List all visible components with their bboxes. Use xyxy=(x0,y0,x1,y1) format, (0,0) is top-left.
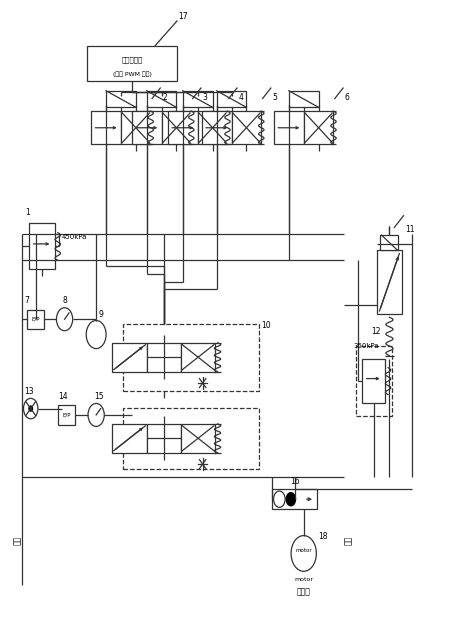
Text: 4: 4 xyxy=(239,94,244,103)
Text: 6: 6 xyxy=(345,94,350,103)
Bar xyxy=(113,343,147,372)
Bar xyxy=(91,111,121,144)
Bar xyxy=(232,111,262,144)
Text: E/P: E/P xyxy=(63,412,71,417)
Text: 制动控制器: 制动控制器 xyxy=(122,56,143,63)
Bar xyxy=(123,324,259,391)
Text: 气源: 气源 xyxy=(13,536,22,545)
Text: 11: 11 xyxy=(405,226,415,235)
Circle shape xyxy=(291,536,316,571)
Text: 8: 8 xyxy=(62,296,67,305)
Text: (接受 PWM 信号): (接受 PWM 信号) xyxy=(113,71,152,77)
Bar xyxy=(123,408,259,469)
Text: 18: 18 xyxy=(318,531,328,541)
Bar xyxy=(217,91,247,107)
Bar xyxy=(147,91,177,107)
Bar xyxy=(87,46,178,81)
Circle shape xyxy=(86,320,106,349)
Bar xyxy=(147,424,181,453)
Circle shape xyxy=(286,492,296,506)
Text: 7: 7 xyxy=(25,296,29,305)
Text: 9: 9 xyxy=(99,310,103,319)
Bar xyxy=(272,489,317,510)
Bar xyxy=(30,224,54,269)
Bar xyxy=(380,235,399,250)
Bar xyxy=(147,343,181,372)
Text: 16: 16 xyxy=(290,477,300,486)
Bar xyxy=(274,111,304,144)
Bar xyxy=(197,111,227,144)
Bar xyxy=(377,250,402,314)
Bar xyxy=(162,111,191,144)
Circle shape xyxy=(274,491,285,508)
Text: motor: motor xyxy=(296,548,312,553)
Text: 3: 3 xyxy=(202,94,207,103)
Text: 350kPa: 350kPa xyxy=(353,343,379,349)
Bar xyxy=(132,111,162,144)
Text: 14: 14 xyxy=(58,392,67,401)
Circle shape xyxy=(88,403,104,426)
Text: 17: 17 xyxy=(178,12,188,21)
Bar xyxy=(202,111,232,144)
Bar xyxy=(289,91,319,107)
Text: 排气口: 排气口 xyxy=(297,587,311,596)
Text: 2: 2 xyxy=(162,94,167,103)
Text: motor: motor xyxy=(294,577,313,582)
Text: E/P: E/P xyxy=(31,317,40,322)
Text: 1: 1 xyxy=(25,208,30,217)
Bar xyxy=(27,310,44,329)
Bar xyxy=(58,405,75,424)
Text: 气源: 气源 xyxy=(344,536,353,545)
Text: 10: 10 xyxy=(261,321,271,330)
Text: 450kPa: 450kPa xyxy=(61,234,87,240)
Bar xyxy=(181,424,215,453)
Bar xyxy=(355,346,392,416)
Circle shape xyxy=(24,398,38,419)
Text: 15: 15 xyxy=(94,392,104,401)
Bar xyxy=(106,91,136,107)
Bar xyxy=(304,111,334,144)
Bar xyxy=(183,91,212,107)
Circle shape xyxy=(56,308,73,331)
Bar xyxy=(121,111,151,144)
Bar xyxy=(113,424,147,453)
Bar xyxy=(168,111,197,144)
Bar xyxy=(181,343,215,372)
Text: 5: 5 xyxy=(272,94,277,103)
Bar xyxy=(362,359,385,403)
Circle shape xyxy=(29,406,33,411)
Text: 12: 12 xyxy=(371,328,381,337)
Text: 13: 13 xyxy=(24,387,34,395)
